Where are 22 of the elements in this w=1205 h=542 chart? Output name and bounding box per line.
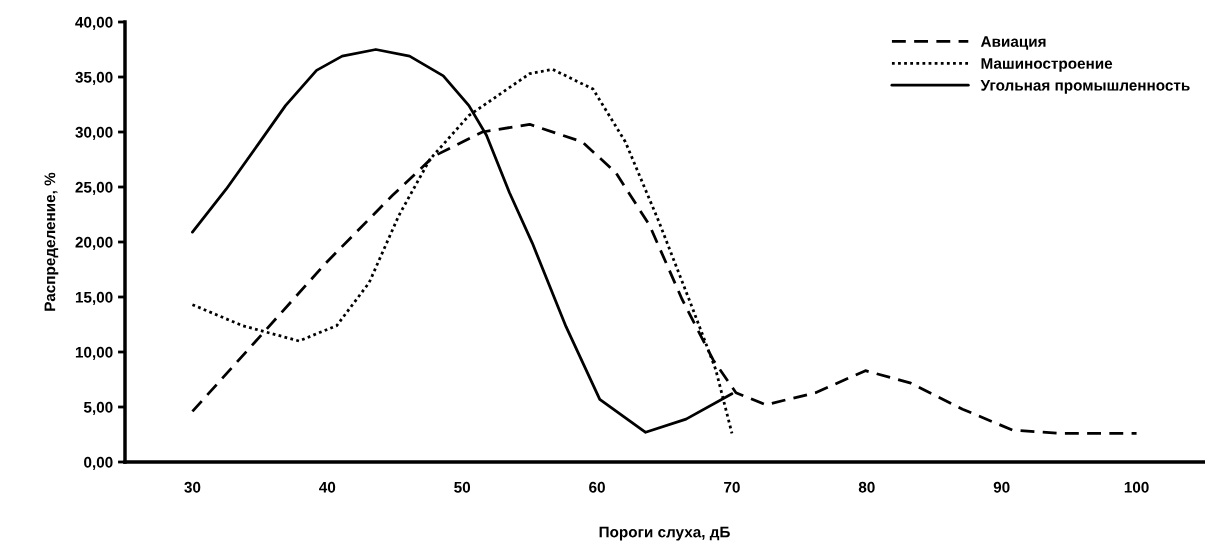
x-tick-label: 30	[184, 481, 201, 493]
x-tick-label: 80	[858, 481, 875, 493]
x-tick-label: 90	[993, 481, 1010, 493]
y-tick-label: 0,00	[84, 456, 113, 470]
y-tick-label: 5,00	[83, 401, 113, 415]
y-tick-label: 35,00	[75, 71, 113, 85]
x-tick-label: 40	[319, 481, 336, 493]
y-tick-label: 40,00	[75, 16, 113, 30]
legend-label: Машиностроение	[981, 58, 1113, 72]
legend-label: Авиация	[980, 36, 1046, 50]
x-tick-label: 70	[724, 481, 740, 493]
x-tick-label: 50	[454, 481, 471, 493]
y-tick-label: 30,00	[75, 126, 113, 140]
x-tick-label: 60	[589, 481, 605, 493]
y-tick-label: 25,00	[75, 181, 113, 195]
y-tick-label: 20,00	[75, 236, 113, 250]
legend-label: Угольная промышленность	[980, 80, 1190, 94]
y-axis-title: Распределение, %	[44, 172, 59, 311]
x-axis-title: Пороги слуха, дБ	[599, 526, 730, 541]
y-tick-label: 10,00	[75, 346, 113, 360]
x-tick-label: 100	[1124, 481, 1149, 493]
y-tick-label: 15,00	[75, 291, 113, 305]
